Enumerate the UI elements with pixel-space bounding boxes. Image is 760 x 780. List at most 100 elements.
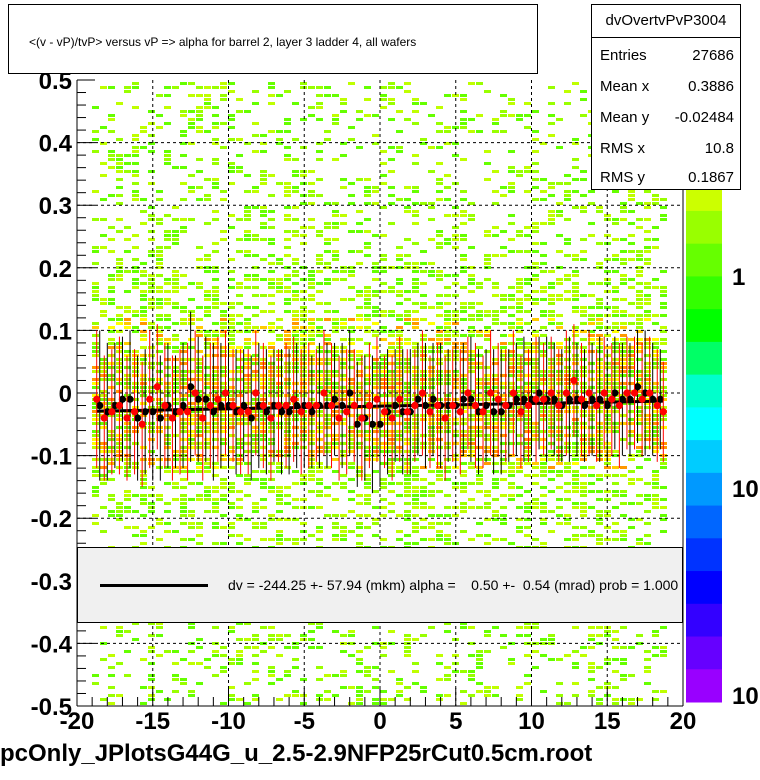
heatmap-cell xyxy=(276,510,283,513)
heatmap-cell xyxy=(260,170,267,173)
heatmap-cell xyxy=(404,310,411,313)
heatmap-cell xyxy=(276,390,283,393)
heatmap-cell xyxy=(212,626,219,629)
heatmap-cell xyxy=(652,482,659,485)
heatmap-cell xyxy=(532,250,539,253)
heatmap-cell xyxy=(364,434,371,437)
heatmap-cell xyxy=(508,366,515,369)
heatmap-cell xyxy=(516,686,523,689)
heatmap-cell xyxy=(332,350,339,353)
heatmap-cell xyxy=(444,334,451,337)
heatmap-cell xyxy=(212,438,219,441)
heatmap-cell xyxy=(356,662,363,665)
heatmap-cell xyxy=(292,446,299,449)
heatmap-cell xyxy=(580,178,587,181)
heatmap-cell xyxy=(468,438,475,441)
heatmap-cell xyxy=(364,298,371,301)
heatmap-cell xyxy=(476,414,483,417)
heatmap-cell xyxy=(580,98,587,101)
heatmap-cell xyxy=(524,190,531,193)
heatmap-cell xyxy=(124,322,131,325)
heatmap-cell xyxy=(308,202,315,205)
data-point xyxy=(421,401,430,410)
heatmap-cell xyxy=(348,702,355,705)
heatmap-cell xyxy=(500,518,507,521)
heatmap-cell xyxy=(140,198,147,201)
heatmap-cell xyxy=(660,530,667,533)
heatmap-cell xyxy=(508,486,515,489)
heatmap-cell xyxy=(660,654,667,657)
heatmap-cell xyxy=(620,278,627,281)
heatmap-cell xyxy=(476,330,483,333)
heatmap-cell xyxy=(164,290,171,293)
heatmap-cell xyxy=(220,414,227,417)
heatmap-cell xyxy=(468,82,475,85)
heatmap-cell xyxy=(244,538,251,541)
heatmap-cell xyxy=(348,446,355,449)
heatmap-cell xyxy=(300,386,307,389)
heatmap-cell xyxy=(164,278,171,281)
heatmap-cell xyxy=(340,422,347,425)
heatmap-cell xyxy=(228,698,235,701)
heatmap-cell xyxy=(268,210,275,213)
heatmap-cell xyxy=(308,218,315,221)
heatmap-cell xyxy=(300,702,307,705)
heatmap-cell xyxy=(364,482,371,485)
heatmap-cell xyxy=(572,290,579,293)
heatmap-cell xyxy=(292,274,299,277)
heatmap-cell xyxy=(276,334,283,337)
heatmap-cell xyxy=(428,238,435,241)
heatmap-cell xyxy=(444,678,451,681)
heatmap-cell xyxy=(140,514,147,517)
heatmap-cell xyxy=(220,366,227,369)
heatmap-cell xyxy=(156,250,163,253)
heatmap-cell xyxy=(372,450,379,453)
heatmap-cell xyxy=(284,158,291,161)
heatmap-cell xyxy=(644,218,651,221)
heatmap-cell xyxy=(604,306,611,309)
heatmap-cell xyxy=(660,514,667,517)
heatmap-cell xyxy=(468,246,475,249)
heatmap-cell xyxy=(284,634,291,637)
stats-label: Entries xyxy=(600,47,647,64)
heatmap-cell xyxy=(636,258,643,261)
heatmap-cell xyxy=(484,262,491,265)
heatmap-cell xyxy=(196,682,203,685)
heatmap-cell xyxy=(500,342,507,345)
heatmap-cell xyxy=(236,358,243,361)
heatmap-cell xyxy=(396,246,403,249)
heatmap-cell xyxy=(644,190,651,193)
heatmap-cell xyxy=(460,690,467,693)
heatmap-cell xyxy=(436,382,443,385)
heatmap-cell xyxy=(356,670,363,673)
heatmap-cell xyxy=(564,514,571,517)
heatmap-cell xyxy=(572,662,579,665)
heatmap-cell xyxy=(244,326,251,329)
heatmap-cell xyxy=(492,190,499,193)
heatmap-cell xyxy=(268,278,275,281)
heatmap-cell xyxy=(244,462,251,465)
heatmap-cell xyxy=(348,182,355,185)
data-point xyxy=(285,408,293,416)
heatmap-cell xyxy=(476,82,483,85)
heatmap-cell xyxy=(364,674,371,677)
heatmap-cell xyxy=(516,374,523,377)
heatmap-cell xyxy=(596,210,603,213)
data-point xyxy=(494,395,502,403)
heatmap-cell xyxy=(444,318,451,321)
heatmap-cell xyxy=(308,170,315,173)
heatmap-cell xyxy=(404,198,411,201)
heatmap-cell xyxy=(460,234,467,237)
heatmap-cell xyxy=(164,106,171,109)
heatmap-cell xyxy=(148,378,155,381)
heatmap-cell xyxy=(572,306,579,309)
heatmap-cell xyxy=(460,626,467,629)
heatmap-cell xyxy=(524,430,531,433)
heatmap-cell xyxy=(228,118,235,121)
heatmap-cell xyxy=(220,514,227,517)
heatmap-cell xyxy=(132,170,139,173)
heatmap-cell xyxy=(212,302,219,305)
heatmap-cell xyxy=(340,482,347,485)
heatmap-cell xyxy=(324,238,331,241)
heatmap-cell xyxy=(476,490,483,493)
